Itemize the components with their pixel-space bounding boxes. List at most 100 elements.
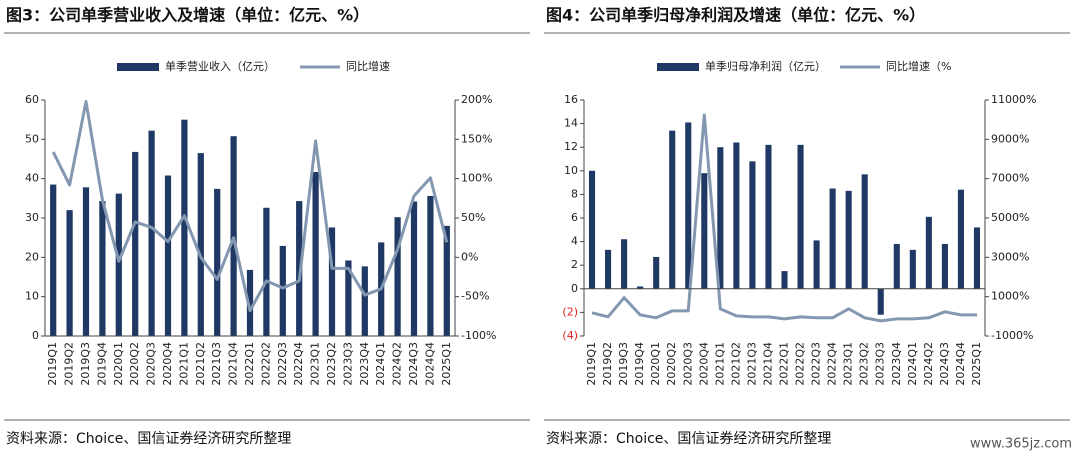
x-tick-label: 2022Q3: [276, 342, 289, 386]
y2-tick-label: 200%: [461, 93, 492, 106]
x-tick-label: 2019Q1: [585, 342, 598, 386]
bar: [427, 195, 434, 336]
y2-tick-label: 50%: [461, 211, 485, 224]
x-tick-label: 2020Q3: [681, 342, 694, 386]
bar: [941, 243, 948, 289]
y2-tick-label: 3000%: [991, 250, 1029, 263]
bar: [621, 239, 628, 289]
y2-tick-label: 11000%: [991, 93, 1036, 106]
y-tick-label: 10: [564, 164, 578, 177]
bar: [197, 153, 204, 336]
bar: [717, 147, 724, 289]
bar: [132, 151, 139, 336]
bar: [361, 266, 368, 336]
x-tick-label: 2022Q1: [778, 342, 791, 386]
watermark: www.365jz.com: [970, 437, 1072, 452]
bar: [115, 193, 122, 336]
bar: [749, 161, 756, 289]
x-tick-label: 2022Q1: [243, 342, 256, 386]
bar: [765, 144, 772, 289]
y2-tick-label: -1000%: [991, 329, 1033, 342]
bar: [345, 260, 352, 336]
source: 资料来源：Choice、国信证券经济研究所整理: [546, 431, 831, 447]
y-tick-label: 40: [25, 172, 39, 185]
x-tick-label: 2021Q3: [210, 342, 223, 386]
x-tick-label: 2021Q1: [713, 342, 726, 386]
y-tick-label: 2: [571, 258, 578, 271]
bar: [148, 130, 155, 336]
y2-tick-label: 9000%: [991, 132, 1029, 145]
bar: [877, 288, 884, 315]
x-tick-label: 2024Q4: [954, 342, 967, 386]
bar: [588, 170, 596, 289]
x-tick-label: 2022Q4: [826, 342, 839, 386]
bar: [328, 227, 336, 336]
x-tick-label: 2020Q1: [649, 342, 662, 386]
x-tick-label: 2020Q2: [128, 342, 141, 386]
y-tick-label: 60: [25, 93, 39, 106]
bar: [605, 249, 612, 289]
x-tick-label: 2024Q4: [423, 342, 436, 386]
x-tick-label: 2022Q4: [292, 342, 305, 386]
y-tick-label: 4: [571, 235, 578, 248]
x-tick-label: 2024Q2: [391, 342, 404, 386]
x-tick-label: 2021Q4: [761, 342, 774, 386]
x-tick-label: 2019Q4: [633, 342, 646, 386]
x-tick-label: 2020Q1: [112, 342, 125, 386]
x-tick-label: 2024Q1: [374, 342, 387, 386]
x-tick-label: 2023Q2: [325, 342, 338, 386]
x-tick-label: 2023Q4: [890, 342, 903, 386]
bar: [893, 243, 900, 289]
x-tick-label: 2023Q3: [874, 342, 887, 386]
x-tick-label: 2024Q2: [922, 342, 935, 386]
bar: [685, 122, 692, 289]
x-tick-label: 2024Q3: [938, 342, 951, 386]
y-tick-label: 8: [571, 187, 578, 200]
bar: [669, 130, 676, 289]
line-series: [51, 100, 449, 313]
bar: [312, 171, 319, 336]
legend-label: 单季营业收入（亿元）: [165, 59, 275, 73]
x-tick-label: 2019Q2: [63, 342, 76, 386]
x-tick-label: 2021Q4: [227, 342, 240, 386]
y-tick-label: 0: [571, 282, 578, 295]
bar: [181, 119, 188, 337]
y2-tick-label: 0%: [461, 250, 478, 263]
x-tick-label: 2024Q1: [906, 342, 919, 386]
y-tick-label: 10: [25, 290, 39, 303]
y2-tick-label: 5000%: [991, 211, 1029, 224]
x-tick-label: 2021Q1: [177, 342, 190, 386]
y-tick-label: 6: [571, 211, 578, 224]
bar: [443, 225, 450, 336]
x-tick-label: 2019Q3: [79, 342, 92, 386]
x-tick-label: 2022Q3: [810, 342, 823, 386]
line-series: [591, 113, 977, 323]
bar: [394, 217, 401, 336]
bar: [82, 187, 90, 336]
x-tick-label: 2023Q3: [341, 342, 354, 386]
y2-tick-label: 150%: [461, 132, 492, 145]
bar: [797, 144, 804, 289]
bar: [50, 184, 57, 336]
bar: [214, 188, 221, 336]
bar: [653, 256, 660, 289]
bar: [925, 216, 932, 289]
bar: [637, 286, 644, 289]
bar: [246, 269, 254, 336]
bar: [845, 190, 852, 289]
x-tick-label: 2020Q4: [697, 342, 710, 386]
bar: [263, 207, 270, 336]
x-tick-label: 2021Q2: [729, 342, 742, 386]
legend-label: 同比增速（%: [886, 59, 951, 73]
bar: [410, 201, 418, 336]
y-tick-label: 14: [564, 117, 578, 130]
y-tick-label: 30: [25, 211, 39, 224]
legend-label: 单季归母净利润（亿元）: [705, 59, 826, 73]
y-tick-label: 16: [564, 93, 578, 106]
y2-tick-label: -100%: [461, 329, 496, 342]
y2-tick-label: 1000%: [991, 290, 1029, 303]
x-tick-label: 2020Q3: [145, 342, 158, 386]
x-tick-label: 2023Q4: [358, 342, 371, 386]
bar: [829, 188, 836, 289]
